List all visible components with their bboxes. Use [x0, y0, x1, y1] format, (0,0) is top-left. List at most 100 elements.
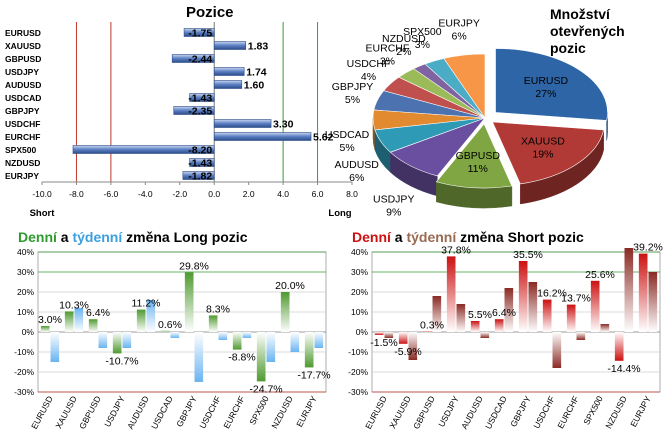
data-label: 39.2% [633, 242, 663, 254]
x-tick-label: GBPJPY [508, 394, 533, 429]
pie-slice-label: EURUSD [524, 75, 569, 87]
pie-title-line: otevřených [550, 23, 625, 39]
daily-bar [160, 330, 170, 332]
x-tick-label: -8.0 [69, 189, 84, 199]
x-tick-label: SPX500 [247, 394, 271, 426]
x-tick-label: USDJPY [436, 394, 461, 429]
data-label: 29.8% [179, 260, 209, 272]
daily-bar [590, 280, 600, 332]
y-tick-label: 40% [17, 247, 34, 257]
y-tick-label: 20% [17, 287, 34, 297]
y-tick-label: -10% [14, 347, 34, 357]
data-label: 11.2% [132, 298, 161, 310]
pie-slice-top [435, 123, 513, 189]
pie-slice [492, 121, 604, 205]
category-label: EURCHF [5, 132, 40, 142]
data-label: 5.62 [313, 132, 334, 144]
data-label: 3.30 [273, 119, 294, 131]
bar [213, 80, 243, 89]
weekly-bar [504, 288, 514, 332]
daily-bar [112, 332, 122, 354]
x-tick-label: USDCAD [483, 394, 509, 430]
daily-bar [398, 332, 408, 344]
weekly-bar [98, 332, 108, 348]
y-tick-label: 30% [351, 267, 368, 277]
bar [72, 145, 215, 154]
x-tick-label: GBPUSD [77, 394, 103, 430]
x-tick-label: GBPUSD [411, 394, 437, 430]
data-label: 1.74 [246, 67, 267, 79]
data-label: 5.5% [468, 309, 492, 321]
title-part-and: a [390, 229, 407, 245]
x-tick-label: EURCHF [221, 394, 246, 430]
bar [213, 67, 245, 76]
data-label: 13.7% [561, 293, 591, 305]
weekly-bar [50, 332, 60, 362]
y-tick-label: 10% [351, 307, 368, 317]
pie-slice-label: XAUUSD [521, 135, 565, 147]
pie-slice [495, 48, 608, 141]
data-label: -24.7% [249, 383, 282, 395]
x-tick-label: USDCHF [197, 394, 222, 430]
pie-slice-label: GBPJPY [332, 81, 373, 93]
data-label: -1.82 [188, 171, 212, 183]
data-label: 25.6% [585, 269, 615, 281]
pie-slice-label: USDJPY [373, 194, 414, 206]
weekly-bar [456, 304, 466, 332]
daily-bar [136, 309, 146, 332]
x-tick-label: -10.0 [32, 189, 52, 199]
x-tick-label: 2.0 [243, 189, 255, 199]
x-tick-label: NZDUSD [603, 394, 628, 430]
pie-slice-label: USDCAD [325, 129, 370, 141]
bar [171, 54, 215, 63]
open-positions-pie-chart: Množství otevřených pozic EURUSD 27% XAUUS… [325, 0, 667, 225]
pie-slice-label: EURCHF [366, 42, 410, 54]
daily-bar [422, 331, 432, 333]
category-label: USDCAD [5, 93, 41, 103]
data-label: 6.4% [492, 307, 516, 319]
pie-slice-percent: 27% [535, 88, 556, 100]
x-tick-label: EURJPY [628, 394, 653, 429]
category-label: SPX500 [5, 145, 36, 155]
pie-slice-label: NZDUSD [382, 33, 426, 45]
long-change-plot: -30% -20% -10% 0% 10% 20% 30% 40% 3.0% EURUSD 10.3… [14, 247, 330, 431]
weekly-bar [648, 272, 658, 332]
daily-bar [232, 332, 242, 350]
positions-chart-title: Pozice [186, 4, 234, 21]
daily-bar [542, 299, 552, 332]
weekly-bar [432, 296, 442, 332]
daily-bar [638, 253, 648, 332]
data-label: -1.43 [188, 93, 212, 105]
y-tick-label: -30% [348, 387, 368, 397]
x-tick-label: NZDUSD [269, 394, 294, 430]
weekly-bar [408, 332, 418, 360]
x-tick-label: USDCHF [531, 394, 556, 430]
long-label: Long [328, 208, 351, 219]
data-label: -1.75 [188, 28, 212, 40]
y-tick-label: 0% [356, 327, 369, 337]
x-tick-label: GBPJPY [174, 394, 199, 429]
x-tick-label: -6.0 [104, 189, 119, 199]
pie-slice [389, 117, 486, 197]
weekly-bar [314, 332, 324, 348]
title-part-weekly: týdenní [72, 229, 123, 245]
data-label: -1.43 [188, 158, 212, 170]
weekly-bar [170, 332, 180, 338]
title-part-daily: Denní [18, 229, 57, 245]
weekly-bar [576, 332, 586, 340]
plot-area [371, 251, 661, 393]
data-label: 6.4% [86, 307, 110, 319]
weekly-bar [266, 332, 276, 362]
weekly-bar [552, 332, 562, 368]
daily-bar [304, 332, 314, 368]
pie-slice-top [389, 117, 486, 177]
title-part-and: a [56, 229, 73, 245]
short-change-title: Denní a týdenní změna Short pozic [352, 229, 584, 245]
data-label: 8.3% [206, 303, 230, 315]
daily-bar [614, 332, 624, 361]
category-label: AUDUSD [5, 80, 41, 90]
long-change-title: Denní a týdenní změna Long pozic [18, 229, 247, 245]
x-tick-label: -4.0 [138, 189, 153, 199]
positions-chart-plot: EURUSD -1.75 XAUUSD 1.83 GBPUSD -2.44 USDJPY 1.… [5, 22, 358, 219]
